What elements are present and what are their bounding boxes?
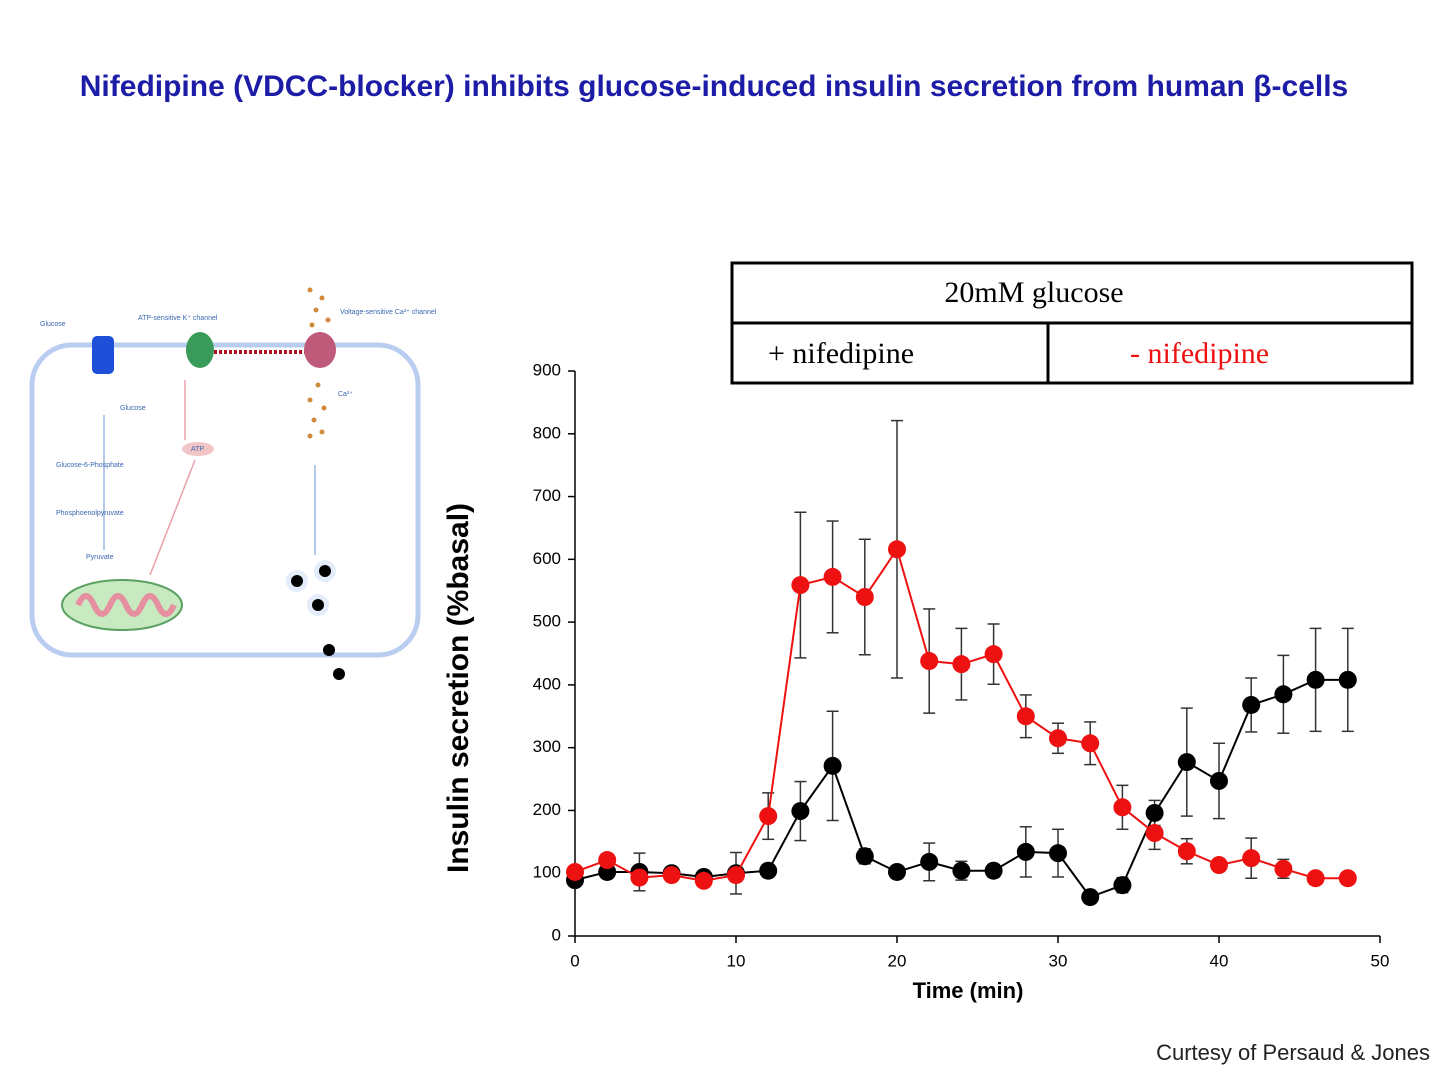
data-point <box>1081 734 1100 753</box>
arrow <box>149 459 196 576</box>
condition-box: 20mM glucose + nifedipine - nifedipine <box>730 261 1414 385</box>
diagram-label: Voltage-sensitive Ca²⁺ channel <box>340 309 437 316</box>
data-point <box>1113 876 1132 895</box>
diagram-label: Phosphoenolpyruvate <box>56 510 124 517</box>
data-point <box>855 847 874 866</box>
data-point <box>984 861 1003 880</box>
data-point <box>1274 685 1293 704</box>
data-point <box>1081 888 1100 907</box>
data-point <box>920 652 939 671</box>
x-tick-label: 10 <box>727 951 746 970</box>
data-point <box>1049 844 1067 863</box>
data-point <box>598 851 617 870</box>
diagram-label: Pyruvate <box>86 554 114 561</box>
credit: Curtesy of Persaud & Jones <box>1156 1040 1430 1065</box>
data-point <box>791 576 810 595</box>
legend-entry: - nifedipine <box>1130 337 1269 370</box>
y-tick-label: 200 <box>533 800 561 819</box>
x-tick-label: 50 <box>1371 951 1390 970</box>
data-point <box>1338 670 1357 689</box>
data-point <box>1145 824 1164 843</box>
data-point <box>952 861 971 880</box>
slide-title: Nifedipine (VDCC-blocker) inhibits gluco… <box>80 70 1348 103</box>
series-line <box>574 546 1348 882</box>
data-point <box>759 861 778 880</box>
data-point <box>759 807 778 826</box>
glut-channel <box>92 336 114 374</box>
data-point <box>1210 771 1228 790</box>
diagram-label: ATP-sensitive K⁺ channel <box>138 315 218 322</box>
annotation: 20mM glucose <box>944 276 1123 309</box>
y-tick-label: 400 <box>533 674 561 693</box>
calcium-dots <box>307 287 331 439</box>
data-point <box>888 862 906 881</box>
y-tick-label: 700 <box>533 486 561 505</box>
data-point <box>1338 869 1357 888</box>
insulin-granules <box>286 560 345 680</box>
data-point <box>1177 753 1196 772</box>
x-tick-label: 20 <box>888 951 907 970</box>
y-tick-label: 300 <box>533 737 561 756</box>
data-point <box>1016 842 1035 861</box>
data-point <box>1242 849 1261 868</box>
data-point <box>1274 859 1293 878</box>
data-point <box>984 645 1003 664</box>
cell-diagram: Glucose ATP-sensitive K⁺ channel Voltage… <box>29 287 437 680</box>
diagram-label: ATP <box>191 446 204 453</box>
data-point <box>920 852 939 871</box>
legend-entry: + nifedipine <box>768 337 914 370</box>
diagram-label: Glucose <box>40 321 66 328</box>
diagram-label: Glucose <box>120 405 146 412</box>
data-point <box>1306 670 1325 689</box>
data-point <box>791 802 810 821</box>
cristae <box>75 593 177 617</box>
data-point <box>855 588 874 606</box>
vdcc-channel <box>304 332 336 368</box>
data-point <box>823 756 842 775</box>
y-tick-label: 500 <box>533 612 561 631</box>
x-axis-title: Time (min) <box>913 978 1024 1003</box>
data-point <box>1177 842 1196 861</box>
y-tick-label: 900 <box>533 360 561 379</box>
y-tick-label: 0 <box>552 925 561 944</box>
mitochondrion <box>61 579 183 631</box>
atp-blob <box>182 442 214 456</box>
x-tick-label: 0 <box>570 951 579 970</box>
data-point <box>1049 729 1067 748</box>
data-point <box>823 567 842 586</box>
data-point <box>1145 803 1164 822</box>
data-point <box>630 868 649 887</box>
data-point <box>566 862 584 881</box>
data-point <box>1113 798 1132 817</box>
katp-channel <box>186 332 214 368</box>
y-axis-title: Insulin secretion (%basal) <box>442 503 475 873</box>
data-point <box>694 871 713 890</box>
y-tick-label: 600 <box>533 549 561 568</box>
data-point <box>1210 856 1228 875</box>
data-point <box>1242 695 1261 714</box>
y-tick-label: 800 <box>533 423 561 442</box>
data-point <box>1306 869 1325 888</box>
diagram-label: Glucose-6-Phosphate <box>56 462 124 469</box>
y-tick-label: 100 <box>533 863 561 882</box>
data-point <box>952 655 971 674</box>
data-point <box>727 866 745 885</box>
data-point <box>662 866 681 885</box>
diagram-label: Ca²⁺ <box>338 391 353 398</box>
data-point <box>1016 707 1035 726</box>
cell-membrane <box>29 342 421 658</box>
x-tick-label: 40 <box>1210 951 1229 970</box>
x-tick-label: 30 <box>1049 951 1068 970</box>
data-point <box>888 540 906 559</box>
